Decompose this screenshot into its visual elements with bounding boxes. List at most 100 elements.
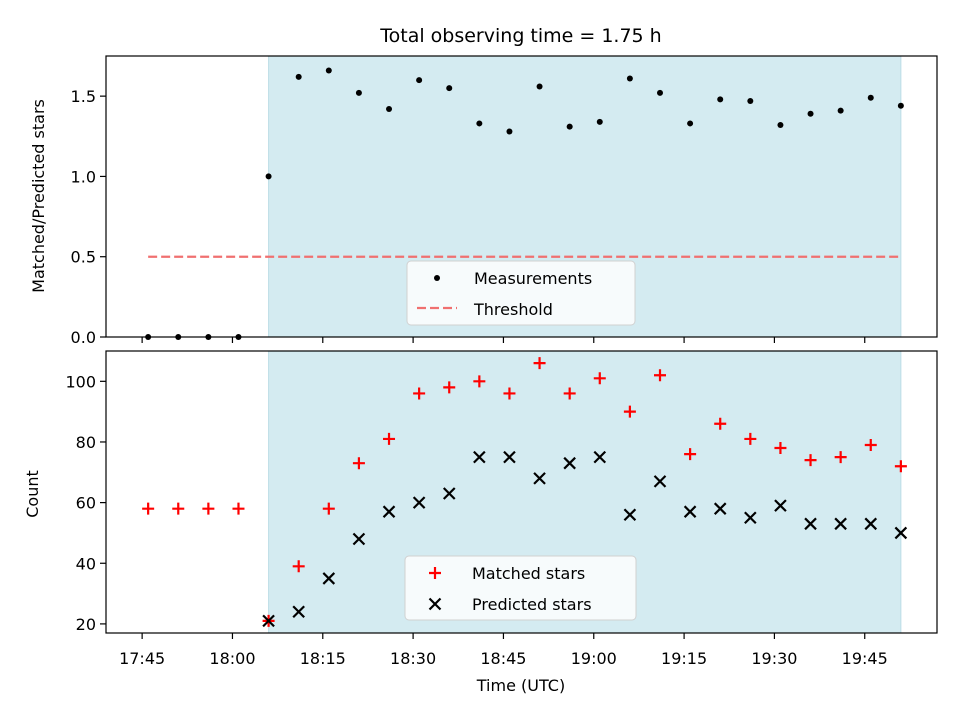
x-tick-label: 18:45 <box>480 649 526 668</box>
matched-star-point <box>352 457 365 470</box>
y-tick-label: 100 <box>65 372 96 391</box>
matched-star-point <box>473 375 486 388</box>
x-tick-label: 19:30 <box>751 649 797 668</box>
measurement-point <box>325 67 332 74</box>
matched-star-point <box>172 502 185 515</box>
x-tick-label: 19:45 <box>842 649 888 668</box>
series-predicted-stars <box>262 450 908 628</box>
predicted-star-point <box>563 456 576 470</box>
predicted-star-point <box>774 499 787 512</box>
x-tick-label: 18:15 <box>300 649 346 668</box>
legend-box <box>406 260 636 326</box>
legend-label: Predicted stars <box>472 595 592 614</box>
matched-star-point <box>623 405 636 418</box>
measurement-point <box>295 73 302 80</box>
predicted-star-point <box>533 472 546 485</box>
measurement-point <box>416 77 423 84</box>
measurement-point <box>657 89 663 96</box>
x-tick-label: 19:00 <box>571 649 617 668</box>
y-axis-label-ratio: Matched/Predicted stars <box>29 99 48 293</box>
matched-star-point <box>383 432 396 445</box>
legend-measurement-swatch <box>434 275 440 281</box>
y-tick-label: 1.0 <box>71 167 96 186</box>
matched-star-point <box>413 387 426 400</box>
y-tick-label: 20 <box>76 615 96 634</box>
measurement-point <box>265 173 272 180</box>
predicted-star-point <box>713 502 727 515</box>
axes-frame <box>105 350 938 634</box>
legend-label: Measurements <box>474 269 592 288</box>
matched-star-point <box>684 448 697 461</box>
y-tick-label: 60 <box>76 494 96 513</box>
measurement-point <box>687 120 694 127</box>
legend-matched-swatch <box>429 567 441 579</box>
predicted-star-point <box>593 450 607 464</box>
measurement-point <box>506 128 513 135</box>
ratio-panel: 0.0 0.5 1.0 1.5 Measurements Threshold <box>71 55 938 347</box>
y-tick-label: 0.5 <box>71 248 96 267</box>
predicted-star-point <box>653 475 667 488</box>
predicted-star-point <box>864 517 878 531</box>
predicted-star-point <box>292 605 305 619</box>
count-panel: 20 40 60 80 100 17:45 18:00 18:15 18:30 18:45 19:0… <box>65 350 938 668</box>
predicted-star-point <box>352 532 366 546</box>
matched-star-point <box>533 357 546 370</box>
matched-star-point <box>202 502 215 515</box>
predicted-star-point <box>503 450 516 464</box>
matched-star-point <box>804 454 817 467</box>
matched-star-point <box>503 387 516 400</box>
legend-box <box>404 555 637 621</box>
x-tick-label: 17:45 <box>119 649 165 668</box>
predicted-star-point <box>894 526 908 540</box>
measurement-point <box>536 83 543 90</box>
matched-star-point <box>654 369 666 382</box>
figure-title: Total observing time = 1.75 h <box>379 25 661 47</box>
legend-label: Threshold <box>473 300 553 319</box>
measurement-point <box>626 75 633 82</box>
measurement-point <box>777 122 784 129</box>
matched-star-point <box>142 502 155 515</box>
legend-predicted-swatch <box>428 597 442 611</box>
predicted-star-point <box>804 517 817 531</box>
predicted-star-point <box>322 572 336 585</box>
matched-star-point <box>563 387 576 400</box>
x-tick-label: 18:00 <box>209 649 255 668</box>
measurement-point <box>897 102 904 109</box>
predicted-star-point <box>834 517 847 531</box>
matched-star-point <box>894 460 907 473</box>
predicted-star-point <box>442 487 456 500</box>
matched-star-point <box>714 417 727 430</box>
axes-frame <box>105 55 938 338</box>
y-axis-label-count: Count <box>23 470 42 518</box>
matched-star-point <box>232 502 245 515</box>
measurement-point <box>867 94 874 101</box>
predicted-star-point <box>683 505 697 518</box>
matched-star-point <box>864 439 877 451</box>
predicted-star-point <box>473 450 486 464</box>
measurement-point <box>596 118 603 125</box>
measurement-point <box>837 107 844 114</box>
series-matched-stars <box>142 357 907 627</box>
measurement-point <box>717 96 724 103</box>
x-axis-label: Time (UTC) <box>476 676 565 695</box>
matched-star-point <box>744 432 757 445</box>
predicted-star-point <box>744 511 757 525</box>
y-tick-label: 80 <box>76 433 96 452</box>
measurement-point <box>566 123 573 130</box>
matched-star-point <box>593 372 606 385</box>
y-tick-label: 40 <box>76 554 96 573</box>
measurement-point <box>807 110 814 117</box>
y-tick-label: 1.5 <box>71 87 96 106</box>
x-tick-label: 19:15 <box>661 649 707 668</box>
measurement-point <box>747 97 754 104</box>
predicted-star-point <box>262 614 275 628</box>
measurement-point <box>355 89 362 96</box>
y-tick-label: 0.0 <box>71 328 96 347</box>
measurement-point <box>476 120 483 127</box>
predicted-star-point <box>382 505 396 518</box>
measurement-point <box>446 85 453 92</box>
legend-label: Matched stars <box>472 564 585 583</box>
predicted-star-point <box>623 508 637 522</box>
matched-star-point <box>774 442 787 455</box>
